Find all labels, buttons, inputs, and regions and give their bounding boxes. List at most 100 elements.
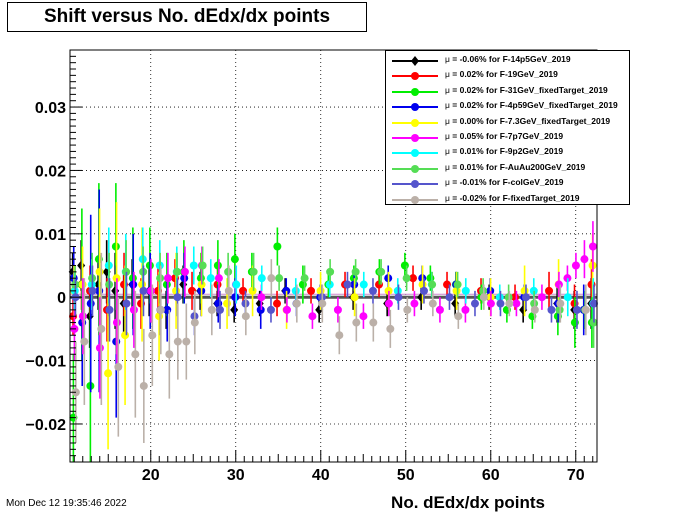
data-point <box>402 274 411 283</box>
data-point <box>230 304 239 315</box>
data-point <box>230 255 239 264</box>
legend-symbol <box>411 103 419 112</box>
legend-marker <box>392 87 438 96</box>
data-point <box>257 293 266 302</box>
data-series-layer <box>68 183 598 462</box>
legend-entry: μ = 0.00% for F-7.3GeV_fixedTarget_2019 <box>386 115 631 131</box>
data-point <box>232 280 241 289</box>
data-point <box>300 274 309 283</box>
y-tick-label: −0.01 <box>26 354 67 371</box>
data-point <box>470 299 479 308</box>
data-point <box>368 286 377 295</box>
y-tick-label: 0.01 <box>35 227 66 244</box>
data-point <box>223 299 232 308</box>
y-tick-label: 0 <box>57 290 66 307</box>
legend-mu-symbol: μ <box>445 84 450 95</box>
chart-title: Shift versus No. dEdx/dx points <box>43 6 331 27</box>
data-point <box>257 274 266 283</box>
legend: μ = -0.06% for F-14p5GeV_2019 μ = 0.02% f… <box>385 50 630 205</box>
data-point <box>343 280 352 289</box>
legend-entry: μ = 0.01% for F-AuAu200GeV_2019 <box>386 161 631 177</box>
legend-symbol <box>411 87 419 96</box>
x-axis-label: No. dEdx/dx points <box>391 493 545 512</box>
legend-label: μ = -0.01% for F-colGeV_2019 <box>445 177 564 187</box>
data-point <box>146 286 155 295</box>
data-point <box>505 299 514 308</box>
legend-symbol <box>411 164 419 173</box>
y-tick-label: −0.02 <box>26 417 67 434</box>
data-point <box>588 242 597 251</box>
data-point <box>121 331 130 340</box>
legend-label: μ = 0.02% for F-4p59GeV_fixedTarget_2019 <box>445 100 618 110</box>
data-point <box>104 369 113 378</box>
data-point <box>273 242 282 251</box>
data-point <box>386 324 395 333</box>
legend-mu-symbol: μ <box>445 100 450 111</box>
legend-marker <box>392 164 438 173</box>
legend-text: = 0.01% for F-AuAu200GeV_2019 <box>449 161 586 172</box>
data-point <box>521 293 530 302</box>
data-point <box>112 318 121 327</box>
data-point <box>308 312 317 321</box>
data-point <box>556 299 565 308</box>
data-point <box>453 280 462 289</box>
data-point <box>129 305 138 314</box>
data-point <box>403 305 412 314</box>
legend-text: = -0.02% for F-fixedTarget_2019 <box>449 192 580 203</box>
data-point <box>563 293 572 302</box>
data-point <box>248 286 257 295</box>
series-8 <box>71 265 598 342</box>
data-point <box>496 299 505 308</box>
data-point <box>410 299 419 308</box>
x-tick-label: 70 <box>567 467 585 484</box>
data-point <box>479 293 488 302</box>
data-point <box>554 280 563 289</box>
data-point <box>249 267 258 276</box>
data-point <box>173 293 182 302</box>
legend-marker <box>392 180 438 189</box>
data-point <box>198 261 207 270</box>
legend-marker <box>392 149 438 158</box>
data-point <box>461 305 470 314</box>
data-point <box>131 350 140 359</box>
legend-text: = 0.05% for F-7p7GeV_2019 <box>449 131 564 141</box>
data-point <box>282 305 291 314</box>
data-point <box>122 299 131 308</box>
data-point <box>318 299 327 308</box>
data-point <box>206 274 215 283</box>
legend-marker <box>392 103 438 112</box>
data-point <box>547 305 556 314</box>
data-point <box>78 312 87 321</box>
legend-entry: μ = -0.01% for F-colGeV_2019 <box>386 176 631 192</box>
data-point <box>190 318 199 327</box>
legend-marker <box>392 134 438 142</box>
legend-mu-symbol: μ <box>445 192 450 203</box>
data-point <box>359 280 368 289</box>
legend-entry: μ = 0.05% for F-7p7GeV_2019 <box>386 130 631 146</box>
x-tick-label: 30 <box>227 467 245 484</box>
legend-entry: μ = 0.02% for F-31GeV_fixedTarget_2019 <box>386 84 631 100</box>
data-point <box>409 274 418 283</box>
y-tick-label: 0.03 <box>35 100 66 117</box>
legend-mu-symbol: μ <box>445 131 450 141</box>
legend-text: = 0.01% for F-9p2GeV_2019 <box>449 146 564 157</box>
legend-mu-symbol: μ <box>445 69 450 80</box>
x-tick-label: 60 <box>482 467 500 484</box>
data-point <box>589 299 598 308</box>
legend-symbol <box>411 72 419 81</box>
data-point <box>486 299 495 308</box>
data-point <box>571 261 580 270</box>
legend-label: μ = -0.02% for F-fixedTarget_2019 <box>445 193 579 203</box>
legend-symbol <box>411 180 419 189</box>
data-point <box>97 324 106 333</box>
legend-label: μ = 0.05% for F-7p7GeV_2019 <box>445 131 563 141</box>
data-point <box>359 312 368 321</box>
data-point <box>165 350 174 359</box>
data-point <box>335 331 344 340</box>
data-point <box>377 267 386 276</box>
data-point <box>213 261 222 270</box>
data-point <box>207 305 216 314</box>
data-point <box>454 312 463 321</box>
chart-title-box: Shift versus No. dEdx/dx points <box>7 2 367 32</box>
legend-mu-symbol: μ <box>445 54 450 64</box>
